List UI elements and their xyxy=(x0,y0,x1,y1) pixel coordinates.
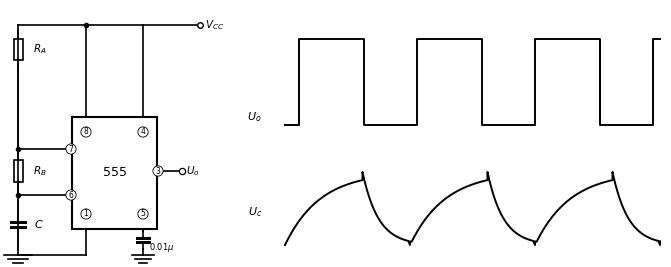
Text: $U_o$: $U_o$ xyxy=(186,164,200,178)
Bar xyxy=(13,39,23,60)
Text: 555: 555 xyxy=(103,167,127,179)
Text: $0.01\mu$: $0.01\mu$ xyxy=(149,241,174,253)
Text: $C$: $C$ xyxy=(34,218,44,230)
Text: 6: 6 xyxy=(68,190,73,199)
Text: $U_c$: $U_c$ xyxy=(248,205,262,219)
Text: 4: 4 xyxy=(140,128,146,136)
Text: $R_B$: $R_B$ xyxy=(33,164,47,178)
Text: $V_{CC}$: $V_{CC}$ xyxy=(205,18,224,32)
Bar xyxy=(72,117,157,229)
Text: $U_o$: $U_o$ xyxy=(248,110,262,124)
Text: 8: 8 xyxy=(84,128,89,136)
Text: $R_A$: $R_A$ xyxy=(33,43,47,56)
Bar xyxy=(13,160,23,182)
Text: 1: 1 xyxy=(84,210,89,218)
Text: 7: 7 xyxy=(68,144,73,154)
Text: 3: 3 xyxy=(156,167,160,175)
Text: 5: 5 xyxy=(140,210,146,218)
